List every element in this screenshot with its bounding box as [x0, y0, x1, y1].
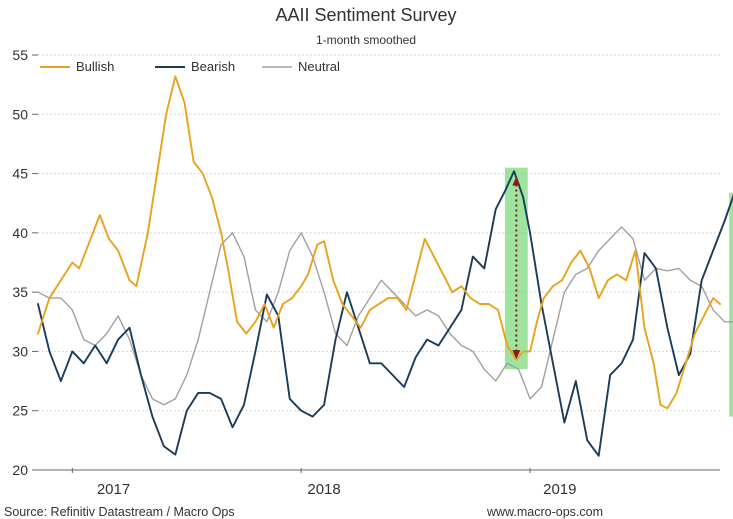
- legend-item-bullish: Bullish: [40, 59, 114, 74]
- y-tick-label-35: 35: [12, 284, 28, 300]
- x-tick-label-2017: 2017: [97, 481, 130, 498]
- highlight-box-2: [729, 192, 733, 417]
- arrow-head-bottom-1: [512, 350, 521, 360]
- y-tick-label-25: 25: [12, 403, 28, 419]
- legend-label-bearish: Bearish: [191, 59, 235, 74]
- y-tick-label-30: 30: [12, 343, 28, 359]
- series-line-neutral: [37, 226, 733, 406]
- chart-footer: Source: Refinitiv Datastream / Macro Ops…: [4, 505, 603, 519]
- arrow-head-top-1: [512, 176, 521, 186]
- website-text: www.macro-ops.com: [486, 505, 603, 519]
- x-tick-label-2019: 2019: [543, 481, 576, 498]
- y-tick-label-45: 45: [12, 166, 28, 182]
- y-tick-label-50: 50: [12, 106, 28, 122]
- legend: Bullish Bearish Neutral: [40, 59, 340, 74]
- legend-label-bullish: Bullish: [76, 59, 114, 74]
- legend-item-bearish: Bearish: [155, 59, 235, 74]
- y-tick-label-40: 40: [12, 225, 28, 241]
- plot-layer: 20 25 30 35 40 45 50 55 2017 2018 2019: [12, 47, 733, 498]
- chart-header: AAII Sentiment Survey 1-month smoothed: [275, 5, 456, 47]
- highlight-box-1: [504, 167, 528, 370]
- series-line-bullish: [37, 75, 721, 410]
- series-line-bearish: [37, 170, 733, 457]
- y-tick-label-55: 55: [12, 47, 28, 63]
- y-tick-label-20: 20: [12, 462, 28, 478]
- x-tick-label-2018: 2018: [307, 481, 340, 498]
- chart-title: AAII Sentiment Survey: [275, 5, 456, 25]
- source-text: Source: Refinitiv Datastream / Macro Ops: [4, 505, 235, 519]
- legend-item-neutral: Neutral: [262, 59, 340, 74]
- legend-label-neutral: Neutral: [298, 59, 340, 74]
- chart-subtitle: 1-month smoothed: [316, 33, 416, 47]
